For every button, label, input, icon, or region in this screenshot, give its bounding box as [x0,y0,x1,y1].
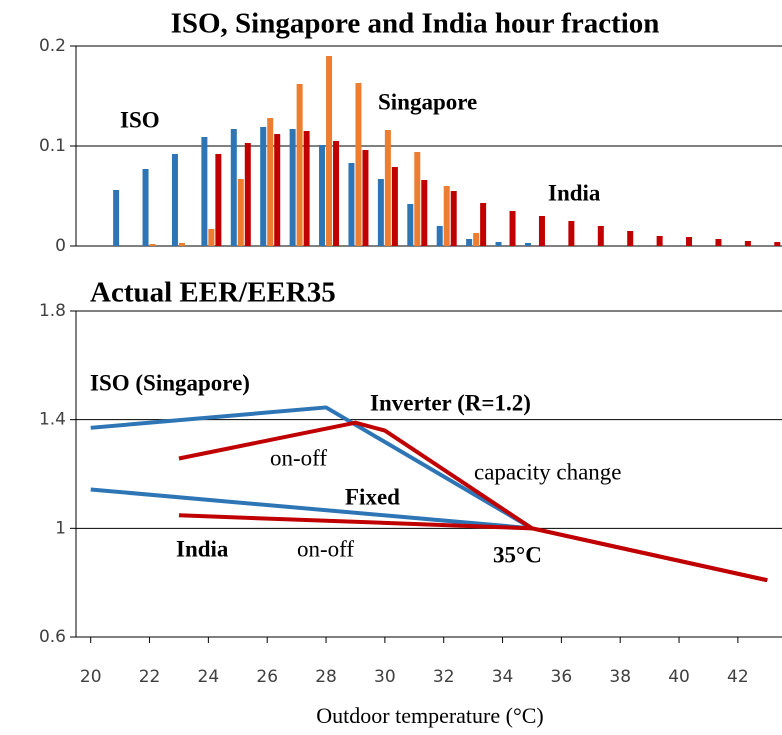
y-tick-label: 1.8 [39,301,66,321]
x-tick-label: 36 [551,667,573,687]
bar [237,179,244,246]
bar [171,154,178,246]
bar [774,242,781,246]
y-tick-label: 0.1 [39,136,66,156]
y-tick-label: 0.2 [39,36,66,56]
annotation: ISO (Singapore) [90,370,250,395]
series-label: Singapore [378,89,477,114]
series-label: ISO [120,107,160,132]
bar [509,211,516,246]
y-tick-label: 0.6 [39,627,66,647]
x-tick-label: 34 [492,667,514,687]
bar [303,131,310,246]
bar [443,186,450,246]
bar [348,163,355,246]
bar [686,237,693,246]
x-tick-label: 40 [668,667,690,687]
bar [333,141,340,246]
line [178,513,768,583]
bar [421,180,428,246]
bar [319,145,326,246]
x-tick-label: 42 [727,667,749,687]
bar [201,137,208,246]
x-tick-label: 22 [139,667,161,687]
line [178,420,768,583]
line [90,405,533,531]
bar [274,134,281,246]
bar [495,242,502,246]
y-tick-label: 1.4 [39,410,66,430]
annotation: capacity change [474,459,622,484]
bar [267,118,274,246]
annotation: Inverter (R=1.2) [370,390,531,415]
bar [715,239,722,246]
bar [113,190,120,246]
bar [260,127,267,246]
bar [230,129,237,246]
bar [597,226,604,246]
bar [384,130,391,246]
x-tick-label: 38 [609,667,631,687]
bar [538,216,545,246]
bar [414,152,421,246]
bar [450,191,457,246]
bar [362,150,369,246]
bar [407,204,414,246]
bar [391,167,398,246]
x-tick-label: 32 [433,667,455,687]
bar [627,231,634,246]
chart-title: ISO, Singapore and India hour fraction [171,8,660,40]
bar [149,244,156,246]
bar [436,226,443,246]
annotation: on-off [270,445,327,470]
bar [244,143,251,246]
bar [524,243,531,246]
x-tick-label: 28 [315,667,337,687]
bar [744,241,751,246]
x-axis-label: Outdoor temperature (°C) [316,703,544,728]
x-tick-label: 26 [256,667,278,687]
annotation: Fixed [345,484,400,509]
bar [568,221,575,246]
series-label: India [548,180,601,205]
bar [480,203,487,246]
x-tick-label: 20 [80,667,102,687]
bar [473,233,480,246]
x-tick-label: 30 [374,667,396,687]
bar [142,169,149,246]
bar [355,83,362,246]
bar [208,229,215,246]
annotation: 35°C [493,542,542,567]
y-tick-label: 1 [55,518,66,538]
annotation: on-off [297,536,354,561]
chart-title: Actual EER/EER35 [90,277,336,309]
y-tick-label: 0 [55,236,66,256]
x-tick-label: 24 [198,667,220,687]
bar [215,154,222,246]
line [90,487,533,531]
bar [377,179,384,246]
bar [289,129,296,246]
bar [466,239,473,246]
bar [656,236,663,246]
bar [178,243,185,246]
annotation: India [176,536,229,561]
bar [326,56,333,246]
bar [296,84,303,246]
